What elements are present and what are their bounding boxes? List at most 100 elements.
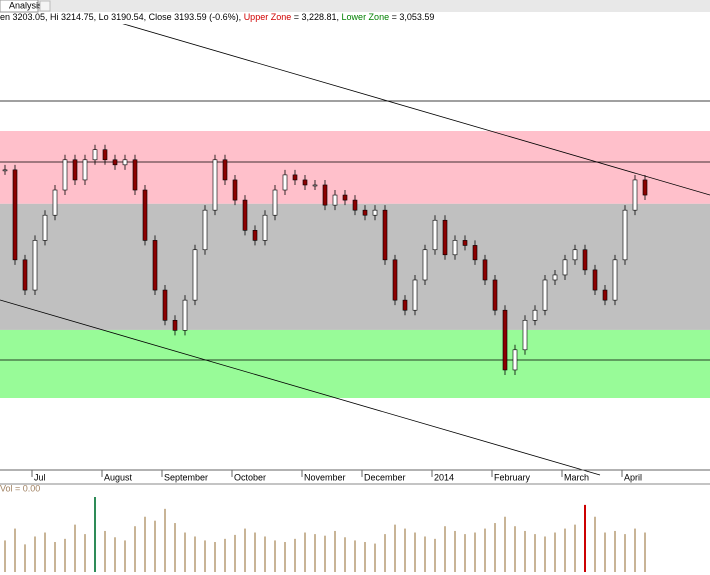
volume-bar [274, 540, 276, 572]
volume-bar [504, 516, 506, 572]
candle [522, 319, 528, 351]
candle [332, 194, 338, 206]
candle [92, 149, 98, 161]
volume-bar [14, 528, 16, 572]
volume-bar [394, 524, 396, 572]
candle [642, 179, 648, 196]
volume-bar [184, 532, 186, 572]
volume-bar [264, 536, 266, 572]
candle [532, 309, 538, 321]
candle [272, 189, 278, 216]
volume-bar [404, 528, 406, 572]
volume-bar [294, 538, 296, 572]
candle [372, 209, 378, 216]
lower-zone [0, 329, 710, 398]
header-ohlc: en 3203.05, Hi 3214.75, Lo 3190.54, Clos… [0, 12, 434, 22]
candle [72, 159, 78, 181]
volume-bar [554, 532, 556, 572]
volume-bar [544, 536, 546, 572]
volume-bar [534, 534, 536, 572]
new-tab[interactable] [39, 0, 51, 12]
candle [502, 309, 508, 371]
candle [122, 159, 128, 166]
x-tick-label: February [494, 472, 531, 482]
candle [542, 279, 548, 311]
candle [612, 259, 618, 301]
candle [42, 214, 48, 241]
volume-bar [114, 537, 116, 572]
volume-bar [344, 537, 346, 572]
x-tick-label: September [164, 472, 208, 482]
volume-bar [224, 538, 226, 572]
candle [32, 240, 38, 291]
header-bg [0, 13, 710, 24]
volume-bar [444, 526, 446, 572]
candle [592, 269, 598, 291]
candle [412, 279, 418, 311]
volume-bar [64, 538, 66, 572]
volume-bar [284, 542, 286, 572]
candle [2, 169, 8, 172]
candle [282, 174, 288, 191]
candle [572, 249, 578, 261]
volume-bar [174, 523, 176, 572]
tab[interactable] [0, 0, 39, 13]
volume-bar [414, 532, 416, 572]
volume-bar [104, 530, 106, 572]
candle [552, 274, 558, 281]
candle [82, 159, 88, 181]
candle [192, 249, 198, 301]
volume-bar [484, 528, 486, 572]
volume-bar [164, 508, 166, 572]
volume-bar [34, 536, 36, 572]
volume-bar [154, 520, 156, 572]
volume-bar [244, 528, 246, 572]
x-tick-label: March [564, 472, 589, 482]
candle [112, 159, 118, 166]
volume-bar [634, 528, 636, 572]
candle [102, 149, 108, 161]
candle [462, 240, 468, 246]
volume-bar [44, 532, 46, 572]
candle [142, 189, 148, 241]
candle [392, 259, 398, 301]
volume-bar [564, 528, 566, 572]
candle [582, 249, 588, 271]
candle [212, 159, 218, 211]
volume-bar [134, 526, 136, 572]
x-tick-label: October [234, 472, 266, 482]
volume-bar [464, 534, 466, 572]
x-tick-label: November [304, 472, 346, 482]
volume-bar [234, 534, 236, 572]
volume-bar [24, 544, 26, 572]
volume-bar [594, 516, 596, 572]
volume-bar [384, 534, 386, 572]
candle [302, 179, 308, 186]
candle [292, 174, 298, 181]
volume-bar [74, 524, 76, 572]
tab-label[interactable]: Analysis1 [9, 0, 48, 10]
tab-bar [0, 0, 710, 12]
volume-bar [514, 526, 516, 572]
trend-line [109, 19, 710, 196]
candle [52, 189, 58, 216]
volume-bar [94, 497, 96, 572]
candle [402, 299, 408, 311]
candle [512, 349, 518, 371]
volume-bar [324, 535, 326, 572]
middle-zone [0, 203, 710, 330]
volume-bar [334, 530, 336, 572]
candle [232, 179, 238, 201]
x-tick-label: 2014 [434, 472, 454, 482]
volume-bar [204, 540, 206, 572]
x-tick-label: April [624, 472, 642, 482]
volume-bar [84, 534, 86, 572]
volume-bar [454, 530, 456, 572]
volume-bar [194, 536, 196, 572]
candle [352, 199, 358, 211]
candle [182, 299, 188, 331]
volume-bar [574, 524, 576, 572]
volume-bar [364, 542, 366, 572]
volume-bar [524, 530, 526, 572]
volume-bar [604, 532, 606, 572]
